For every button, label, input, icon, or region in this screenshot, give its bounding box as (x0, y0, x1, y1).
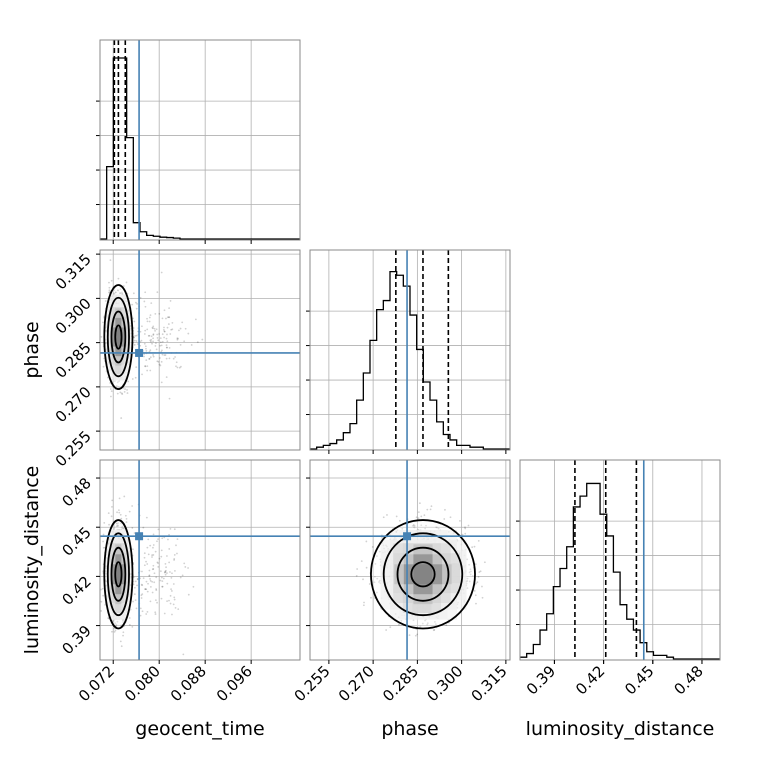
y-tick-label-phase: 0.300 (52, 294, 95, 337)
x-tick-label-phase: 0.285 (379, 662, 422, 705)
x-tick-label-phase: 0.270 (335, 662, 378, 705)
contour-line (410, 561, 436, 588)
panel-content (100, 250, 300, 450)
x-tick-label-geocent_time: 0.080 (121, 662, 164, 705)
y-tick-label-phase: 0.270 (52, 383, 95, 426)
hist-panel-geocent_time (96, 39, 301, 241)
panel-frame (99, 249, 301, 451)
x-tick-label-phase: 0.315 (468, 662, 511, 705)
truth-marker (403, 532, 412, 541)
y-tick-label-phase: 0.255 (52, 427, 95, 470)
contour-line (396, 546, 450, 602)
x-axis-label-phase: phase (381, 718, 438, 740)
y-tick-label-luminosity_distance: 0.39 (58, 622, 94, 658)
x-tick-label-luminosity_distance: 0.45 (621, 662, 657, 698)
panel-frame (309, 459, 511, 661)
panel-background (520, 460, 720, 660)
x-tick-label-luminosity_distance: 0.42 (572, 662, 608, 698)
x-tick-label-phase: 0.300 (423, 662, 466, 705)
x-axis-label-luminosity_distance: luminosity_distance (526, 718, 715, 740)
y-tick-label-luminosity_distance: 0.45 (58, 523, 94, 559)
scatter-panel-geocent_time-phase (99, 249, 301, 451)
hist-panel-phase (306, 249, 511, 451)
x-tick-label-luminosity_distance: 0.48 (670, 662, 706, 698)
y-tick-label-luminosity_distance: 0.48 (58, 474, 94, 510)
panel-content (310, 460, 510, 660)
scatter-panel-geocent_time-luminosity_distance (99, 459, 301, 661)
panel-background (100, 40, 300, 240)
y-tick-label-phase: 0.315 (52, 250, 95, 293)
contour-line (370, 519, 476, 630)
x-tick-label-geocent_time: 0.096 (213, 662, 256, 705)
panel-background (100, 460, 300, 660)
y-axis-label-luminosity_distance: luminosity_distance (21, 466, 43, 655)
contour-line (114, 561, 123, 588)
contour-line (114, 324, 123, 350)
contour-line (103, 519, 134, 630)
panel-frame (519, 459, 721, 661)
panel-background (310, 250, 510, 450)
y-tick-label-luminosity_distance: 0.42 (58, 572, 94, 608)
x-tick-label-phase: 0.255 (291, 662, 334, 705)
hist-panel-luminosity_distance (516, 459, 721, 661)
x-axis-label-geocent_time: geocent_time (135, 718, 264, 740)
x-tick-label-geocent_time: 0.088 (167, 662, 210, 705)
panel-frame (309, 249, 511, 451)
histogram-step-geocent_time (100, 57, 300, 240)
contour-line (106, 296, 130, 378)
truth-marker (135, 532, 144, 541)
x-tick-label-geocent_time: 0.072 (75, 662, 118, 705)
scatter-panel-phase-luminosity_distance (309, 459, 511, 661)
contour-line (106, 532, 130, 617)
y-tick-label-phase: 0.285 (52, 339, 95, 382)
contour-line (382, 532, 464, 617)
contour-line (110, 546, 127, 602)
contour-line (103, 284, 134, 390)
panel-content (100, 460, 300, 660)
truth-marker (135, 348, 144, 357)
panel-frame (99, 459, 301, 661)
panel-background (100, 250, 300, 450)
y-axis-label-phase: phase (21, 321, 43, 378)
panel-frame (99, 39, 301, 241)
histogram-step-luminosity_distance (520, 482, 720, 660)
x-tick-label-luminosity_distance: 0.39 (523, 662, 559, 698)
histogram-step-phase (310, 270, 510, 450)
contour-line (110, 310, 127, 364)
